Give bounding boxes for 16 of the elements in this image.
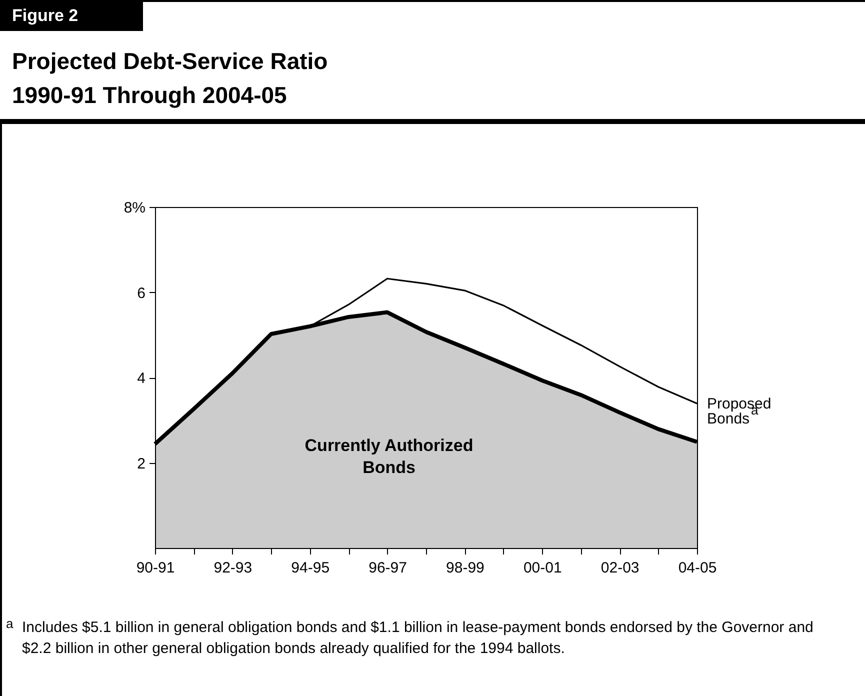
x-tick-label: 90-91 <box>136 560 175 576</box>
x-tick-label: 00-01 <box>523 560 562 576</box>
x-tick-label: 92-93 <box>214 560 252 576</box>
y-tick-label: 6 <box>137 284 146 302</box>
chart-subtitle: Figure 2 <box>0 0 143 31</box>
x-tick-label: 94-95 <box>291 560 330 576</box>
y-tick-label: 4 <box>137 370 146 387</box>
x-tick-label: 02-03 <box>600 560 640 576</box>
x-tick-label: 96-97 <box>368 560 407 576</box>
x-tick-label: 04-05 <box>678 560 717 576</box>
x-tick-label: 98-99 <box>446 560 484 576</box>
y-tick-label: 2 <box>137 455 146 472</box>
series-label: Currently Authorized Bonds <box>304 436 474 477</box>
y-tick-label: 8% <box>124 200 146 216</box>
text: $^{a}$Includes $5.1 billion in general obligation bonds and $1.1 billion in lease-payment bonds endorsed by the Governor and $2.2 billion in other general obligation bonds already qualified for the 1994 ballots. <box>6 615 814 659</box>
chart-title: Projected Debt-Service Ratio 1990-91 Through 2004-05 <box>12 47 329 110</box>
